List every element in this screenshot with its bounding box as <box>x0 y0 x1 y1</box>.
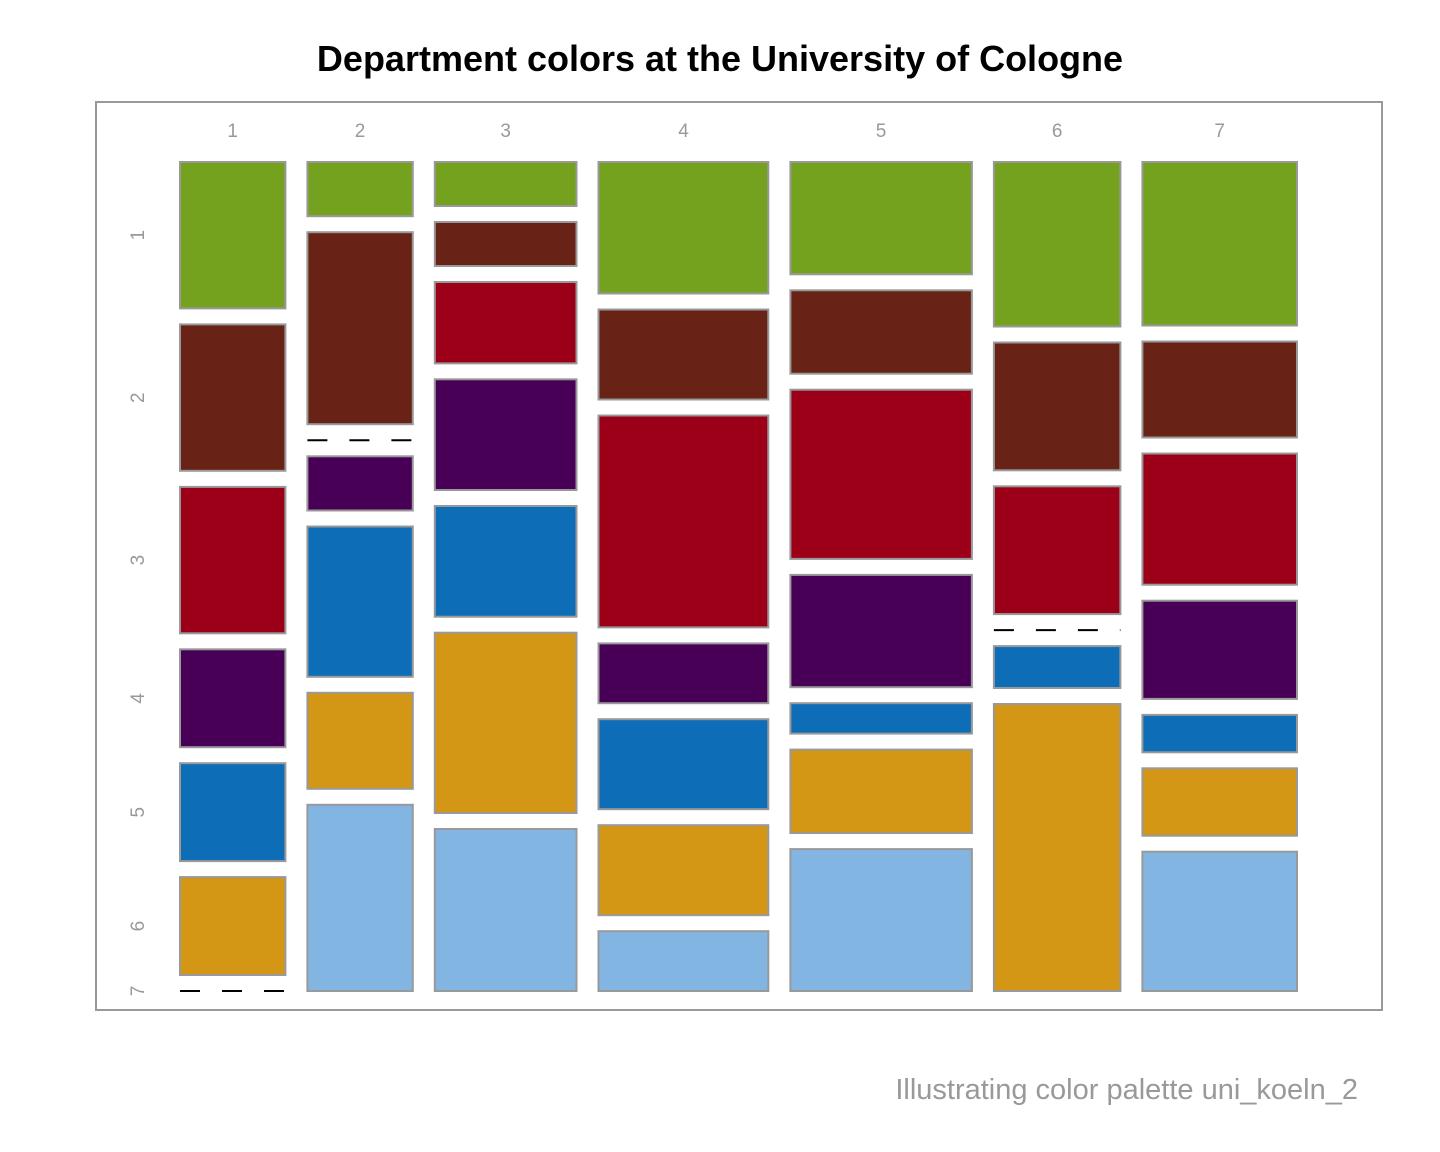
mosaic-cell <box>597 930 770 993</box>
mosaic-cell <box>597 824 770 917</box>
mosaic-cell <box>789 388 973 560</box>
mosaic-cell <box>597 161 770 295</box>
mosaic-cell <box>433 161 578 207</box>
mosaic-cell <box>597 642 770 705</box>
mosaic-cell <box>992 703 1122 992</box>
mosaic-cell <box>1141 599 1299 700</box>
mosaic-cell <box>306 161 414 218</box>
mosaic-cell <box>789 289 973 375</box>
mosaic-cell <box>433 281 578 365</box>
mosaic-cell <box>1141 713 1299 754</box>
mosaic-cell <box>789 848 973 992</box>
mosaic-cell <box>306 691 414 790</box>
chart-title: Department colors at the University of C… <box>316 38 1124 79</box>
mosaic-cell <box>179 161 287 310</box>
x-tick-label: 4 <box>678 121 689 142</box>
mosaic-cell <box>992 341 1122 472</box>
plot-frame <box>95 101 1383 1011</box>
mosaic-cell <box>1141 850 1299 993</box>
x-tick-label: 2 <box>355 121 366 142</box>
mosaic-cell <box>789 702 973 735</box>
mosaic-cell <box>1141 161 1299 327</box>
mosaic-cell <box>433 828 578 992</box>
mosaic-cell <box>306 231 414 426</box>
mosaic-cell <box>179 648 287 749</box>
mosaic-cell <box>789 573 973 689</box>
mosaic-cell <box>433 378 578 491</box>
mosaic-cell <box>597 414 770 629</box>
y-tick-label: 3 <box>128 555 149 566</box>
mosaic-cell <box>179 876 287 976</box>
x-tick-label: 5 <box>876 121 887 142</box>
mosaic-cell <box>433 221 578 267</box>
x-tick-label: 6 <box>1052 121 1063 142</box>
mosaic-cell <box>597 308 770 401</box>
mosaic-cell <box>1141 767 1299 837</box>
mosaic-cell <box>433 505 578 618</box>
mosaic-cell <box>992 161 1122 328</box>
mosaic-cell <box>306 803 414 992</box>
mosaic-cell <box>992 485 1122 616</box>
mosaic-cell <box>992 645 1122 689</box>
x-tick-label: 3 <box>500 121 511 142</box>
y-tick-label: 5 <box>128 807 149 818</box>
mosaic-cell <box>306 525 414 678</box>
x-tick-label: 1 <box>227 121 238 142</box>
mosaic-cell <box>1141 340 1299 439</box>
mosaic-cell <box>597 718 770 811</box>
y-tick-label: 6 <box>128 921 149 932</box>
mosaic-cell <box>433 631 578 815</box>
y-tick-label: 7 <box>128 986 149 997</box>
chart-caption: Illustrating color palette uni_koeln_2 <box>895 1074 1358 1106</box>
mosaic-cell <box>306 455 414 512</box>
mosaic-cell <box>179 323 287 472</box>
mosaic-cell <box>179 485 287 635</box>
y-tick-label: 2 <box>128 392 149 403</box>
mosaic-cell <box>1141 452 1299 586</box>
mosaic-cell <box>179 762 287 863</box>
y-tick-label: 4 <box>128 693 149 704</box>
y-tick-label: 1 <box>128 230 149 241</box>
x-tick-label: 7 <box>1214 121 1225 142</box>
mosaic-cell <box>789 748 973 834</box>
mosaic-cell <box>789 161 973 276</box>
